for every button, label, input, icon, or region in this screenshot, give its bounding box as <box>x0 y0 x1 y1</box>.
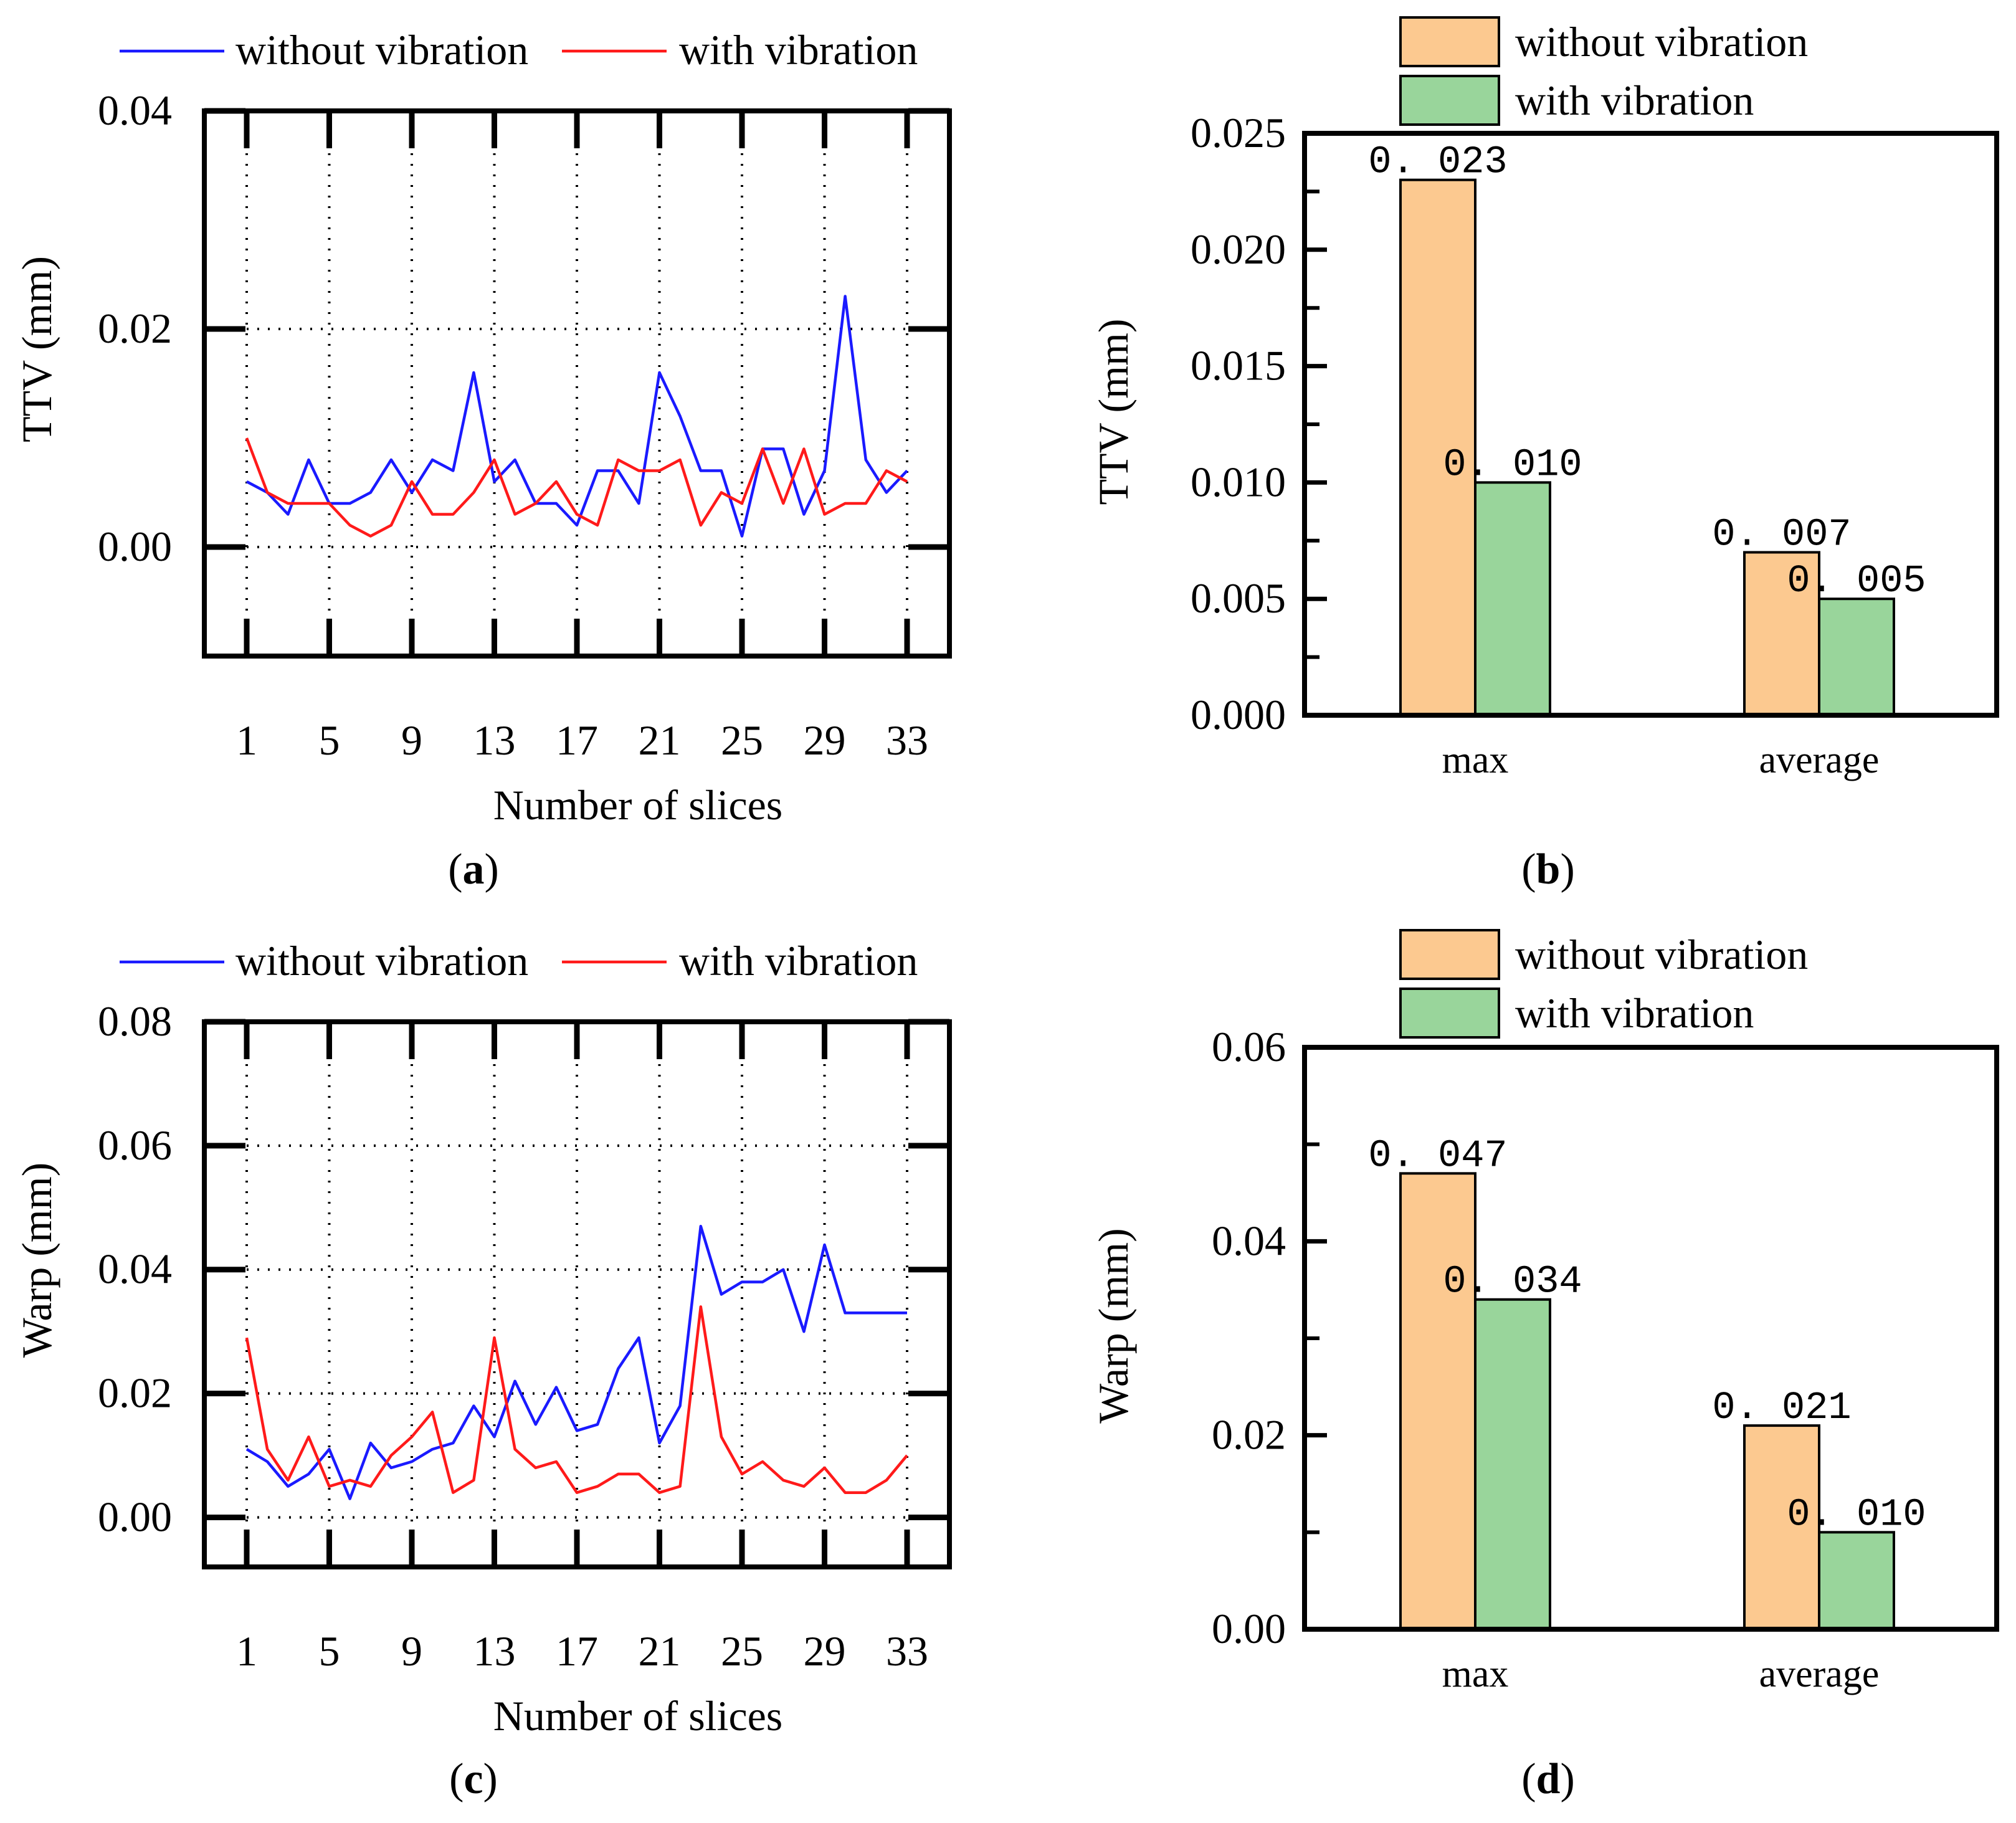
bar-value-label: 0. 010 <box>1443 442 1582 487</box>
bar-value-label: 0. 023 <box>1368 140 1507 184</box>
x-tick-label: 29 <box>804 716 846 764</box>
y-tick-label: 0.005 <box>1191 574 1286 622</box>
caption-close-paren: ) <box>1560 845 1574 893</box>
x-tick-label: 21 <box>639 716 681 764</box>
caption-letter: c <box>464 1755 483 1803</box>
y-tick-label: 0.020 <box>1191 226 1286 273</box>
y-tick-label: 0.04 <box>98 87 172 134</box>
y-tick-label: 0.02 <box>1212 1411 1286 1459</box>
caption-close-paren: ) <box>483 1755 498 1803</box>
y-axis-label: TTV (mm) <box>13 256 60 442</box>
x-tick-label: 1 <box>236 716 257 764</box>
bar-average-without-vibration <box>1743 1424 1820 1631</box>
bar-value-label: 0. 010 <box>1787 1492 1926 1536</box>
x-tick-label: 33 <box>886 1627 928 1675</box>
legend-label-without-vibration: without vibration <box>1515 18 1808 65</box>
y-tick-label: 0.08 <box>98 997 172 1045</box>
series-line-with-vibration <box>245 1305 908 1494</box>
bar-value-label: 0. 021 <box>1712 1386 1851 1430</box>
x-tick-label: 25 <box>721 716 763 764</box>
bar-average-with-vibration <box>1818 597 1895 717</box>
caption-open-paren: ( <box>1521 1755 1536 1803</box>
bar-value-label: 0. 005 <box>1787 559 1926 603</box>
panel-caption: (a) <box>448 845 499 893</box>
caption-open-paren: ( <box>449 1755 464 1803</box>
y-tick-label: 0.06 <box>1212 1023 1286 1070</box>
x-tick-label: 9 <box>401 1627 422 1675</box>
x-tick-label: 29 <box>804 1627 846 1675</box>
legend-label-without-vibration: without vibration <box>1515 931 1808 978</box>
legend-label-with-vibration: with vibration <box>1515 77 1754 124</box>
panel-a-ttv-line-chart: 1 5 9 13 17 21 25 29 33 0.00 0.02 0.04 Number of sli… <box>13 26 952 893</box>
x-category-label: average <box>1759 739 1880 781</box>
x-axis-label: Number of slices <box>493 781 783 829</box>
y-axis-label: Warp (mm) <box>1090 1228 1137 1424</box>
y-tick-label: 0.04 <box>98 1245 172 1293</box>
legend-swatch-without-vibration <box>1399 929 1500 980</box>
x-tick-label: 13 <box>473 1627 516 1675</box>
caption-letter: b <box>1536 845 1561 893</box>
y-tick-label: 0.06 <box>98 1121 172 1169</box>
panel-d-warp-bar-chart: 0. 047 0. 034 max 0. 021 0. 010 average 0.00 0.… <box>1090 929 1999 1803</box>
plot-frame <box>202 108 952 659</box>
x-tick-label: 9 <box>401 716 422 764</box>
y-tick-label: 0.000 <box>1191 691 1286 738</box>
legend-label-with-vibration: with vibration <box>679 937 918 984</box>
x-tick-label: 5 <box>319 716 340 764</box>
x-tick-label: 21 <box>639 1627 681 1675</box>
caption-letter: a <box>463 845 485 893</box>
y-tick-label: 0.00 <box>1212 1605 1286 1652</box>
panel-c-warp-line-chart: 1 5 9 13 17 21 25 29 33 0.00 0.02 0.04 0.06 0.08 Numbe… <box>13 937 952 1803</box>
y-tick-label: 0.015 <box>1191 342 1286 389</box>
series-line-with-vibration <box>245 437 908 538</box>
x-category-label: average <box>1759 1653 1880 1695</box>
legend-label-without-vibration: without vibration <box>235 937 528 984</box>
legend-swatch-with-vibration <box>1399 75 1500 126</box>
bar-max-with-vibration <box>1474 1298 1551 1631</box>
y-axis-label: TTV (mm) <box>1090 318 1137 505</box>
bar-max-without-vibration <box>1399 178 1476 717</box>
legend-label-with-vibration: with vibration <box>679 26 918 74</box>
y-axis-label: Warp (mm) <box>13 1163 60 1358</box>
x-axis-label: Number of slices <box>493 1692 783 1740</box>
legend-label-with-vibration: with vibration <box>1515 989 1754 1037</box>
legend-label-without-vibration: without vibration <box>235 26 528 74</box>
y-tick-label: 0.00 <box>98 523 172 570</box>
x-tick-label: 25 <box>721 1627 763 1675</box>
caption-close-paren: ) <box>485 845 499 893</box>
caption-open-paren: ( <box>448 845 462 893</box>
bar-value-label: 0. 007 <box>1712 512 1851 556</box>
bar-value-label: 0. 034 <box>1443 1260 1582 1304</box>
x-tick-label: 33 <box>886 716 928 764</box>
y-tick-label: 0.02 <box>98 305 172 352</box>
bar-max-with-vibration <box>1474 481 1551 717</box>
panel-caption: (d) <box>1521 1755 1575 1803</box>
panel-caption: (c) <box>449 1755 498 1803</box>
x-tick-label: 13 <box>473 716 516 764</box>
caption-close-paren: ) <box>1560 1755 1574 1803</box>
x-tick-label: 1 <box>236 1627 257 1675</box>
x-tick-label: 17 <box>556 1627 598 1675</box>
legend-swatch-with-vibration <box>1399 988 1500 1039</box>
x-tick-label: 5 <box>319 1627 340 1675</box>
bar-average-with-vibration <box>1818 1531 1895 1630</box>
y-tick-label: 0.025 <box>1191 109 1286 156</box>
panel-caption: (b) <box>1521 845 1575 893</box>
bar-max-without-vibration <box>1399 1172 1476 1631</box>
bar-value-label: 0. 047 <box>1368 1133 1507 1178</box>
y-tick-label: 0.02 <box>98 1369 172 1417</box>
series-line-without-vibration <box>245 1224 907 1500</box>
x-tick-label: 17 <box>556 716 598 764</box>
x-category-label: max <box>1442 1653 1509 1695</box>
x-category-label: max <box>1442 739 1509 781</box>
legend-swatch-without-vibration <box>1399 16 1500 67</box>
y-tick-label: 0.010 <box>1191 458 1286 505</box>
caption-letter: d <box>1536 1755 1561 1803</box>
series-line-without-vibration <box>245 295 908 538</box>
caption-open-paren: ( <box>1521 845 1536 893</box>
y-tick-label: 0.04 <box>1212 1217 1286 1264</box>
y-tick-label: 0.00 <box>98 1493 172 1540</box>
